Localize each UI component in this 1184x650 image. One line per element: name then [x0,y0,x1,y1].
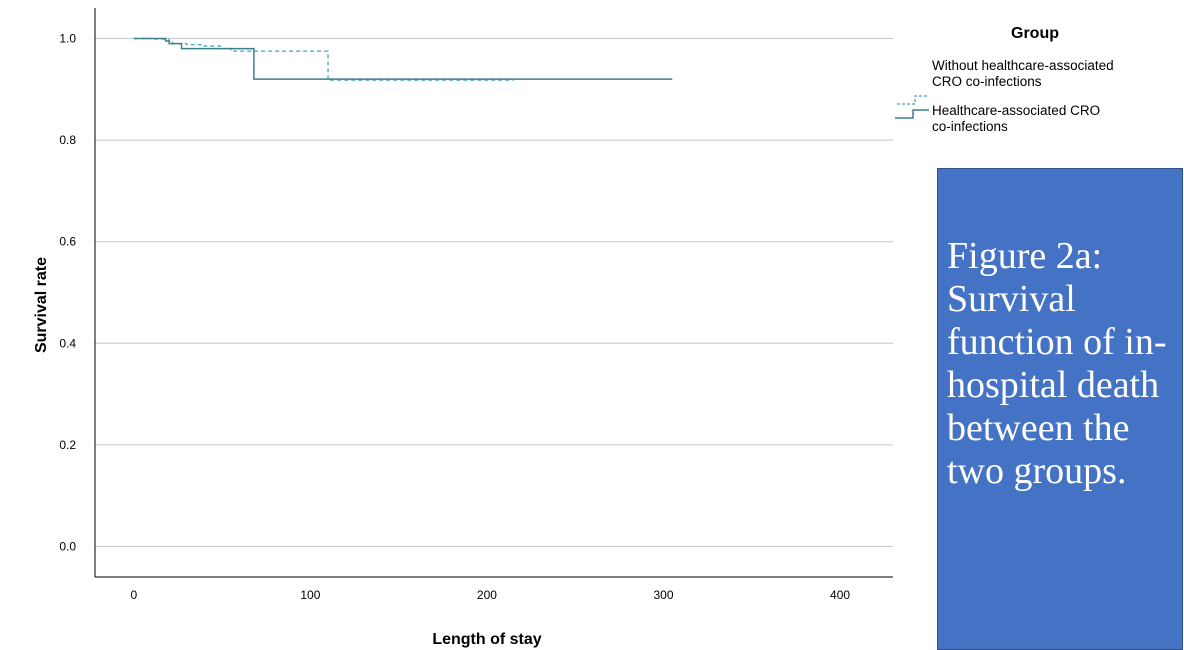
grid-lines [95,37,893,548]
y-tick-label: 1.0 [59,31,76,45]
axes [94,8,893,578]
y-tick-label: 0.6 [59,235,76,249]
y-axis-title: Survival rate [33,257,50,353]
series-line-1 [133,37,673,80]
x-tick-label: 0 [130,588,137,602]
legend-title: Group [1011,25,1059,42]
series-lines [133,37,673,81]
y-tick-labels: 0.0 0.2 0.4 0.6 0.8 1.0 [59,31,76,553]
x-tick-label: 400 [830,588,850,602]
figure-caption-box: Figure 2a: Survival function of in-hospi… [937,168,1183,650]
legend-label-without-line2: CRO co-infections [932,74,1042,89]
y-tick-label: 0.2 [59,438,76,452]
legend-label-without-line1: Without healthcare-associated [932,58,1114,73]
x-tick-label: 100 [300,588,320,602]
x-tick-labels: 0 100 200 300 400 [130,588,850,602]
figure-caption-text: Figure 2a: Survival function of in-hospi… [947,235,1167,492]
series-line-0 [133,37,514,81]
x-axis-title: Length of stay [432,631,541,648]
y-tick-label: 0.8 [59,133,76,147]
legend-swatch-healthcare [895,109,929,119]
y-tick-label: 0.4 [59,336,76,350]
legend-swatch-without [897,95,929,105]
y-tick-label: 0.0 [59,540,76,554]
legend: Group Without healthcare-associated CRO … [895,25,1114,134]
legend-label-healthcare-line2: co-infections [932,119,1008,134]
x-tick-label: 200 [477,588,497,602]
x-tick-label: 300 [653,588,673,602]
legend-label-healthcare-line1: Healthcare-associated CRO [932,103,1100,118]
